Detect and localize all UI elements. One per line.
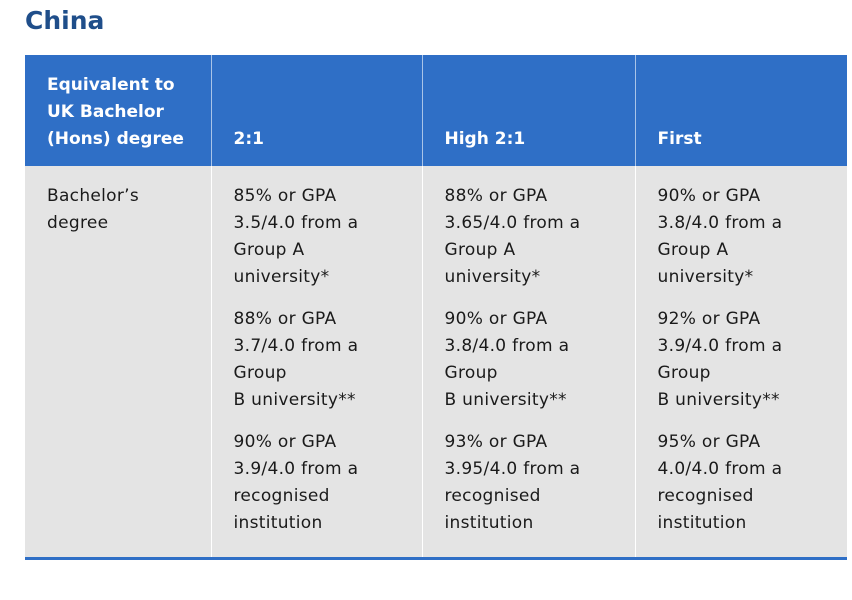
requirement-recognised: 93% or GPA 3.95/4.0 from a recognised in… xyxy=(444,432,581,533)
requirement-group-a: 88% or GPA 3.65/4.0 from a Group A unive… xyxy=(444,186,581,287)
requirement-recognised: 90% or GPA 3.9/4.0 from a recognised ins… xyxy=(233,432,359,533)
cell-2-1: 85% or GPA 3.5/4.0 from a Group A univer… xyxy=(210,166,422,559)
requirement-group-b: 88% or GPA 3.7/4.0 from a Group B univer… xyxy=(233,309,359,410)
row-label-bachelors: Bachelor’s degree xyxy=(25,166,211,559)
header-high-2-1: High 2:1 xyxy=(421,55,635,166)
page-title: China xyxy=(25,6,105,35)
cell-first: 90% or GPA 3.8/4.0 from a Group A univer… xyxy=(634,166,847,559)
cell-high-2-1: 88% or GPA 3.65/4.0 from a Group A unive… xyxy=(421,166,635,559)
requirement-group-b: 90% or GPA 3.8/4.0 from a Group B univer… xyxy=(444,309,570,410)
header-2-1: 2:1 xyxy=(210,55,422,166)
equivalence-table: Equivalent to UK Bachelor (Hons) degree … xyxy=(25,55,847,560)
header-first: First xyxy=(634,55,847,166)
requirement-group-b: 92% or GPA 3.9/4.0 from a Group B univer… xyxy=(657,309,783,410)
header-equivalent: Equivalent to UK Bachelor (Hons) degree xyxy=(25,55,211,166)
requirement-recognised: 95% or GPA 4.0/4.0 from a recognised ins… xyxy=(657,432,783,533)
requirement-group-a: 85% or GPA 3.5/4.0 from a Group A univer… xyxy=(233,186,359,287)
header-row: Equivalent to UK Bachelor (Hons) degree … xyxy=(25,55,847,166)
table-row: Bachelor’s degree 85% or GPA 3.5/4.0 fro… xyxy=(25,166,847,559)
requirement-group-a: 90% or GPA 3.8/4.0 from a Group A univer… xyxy=(657,186,783,287)
